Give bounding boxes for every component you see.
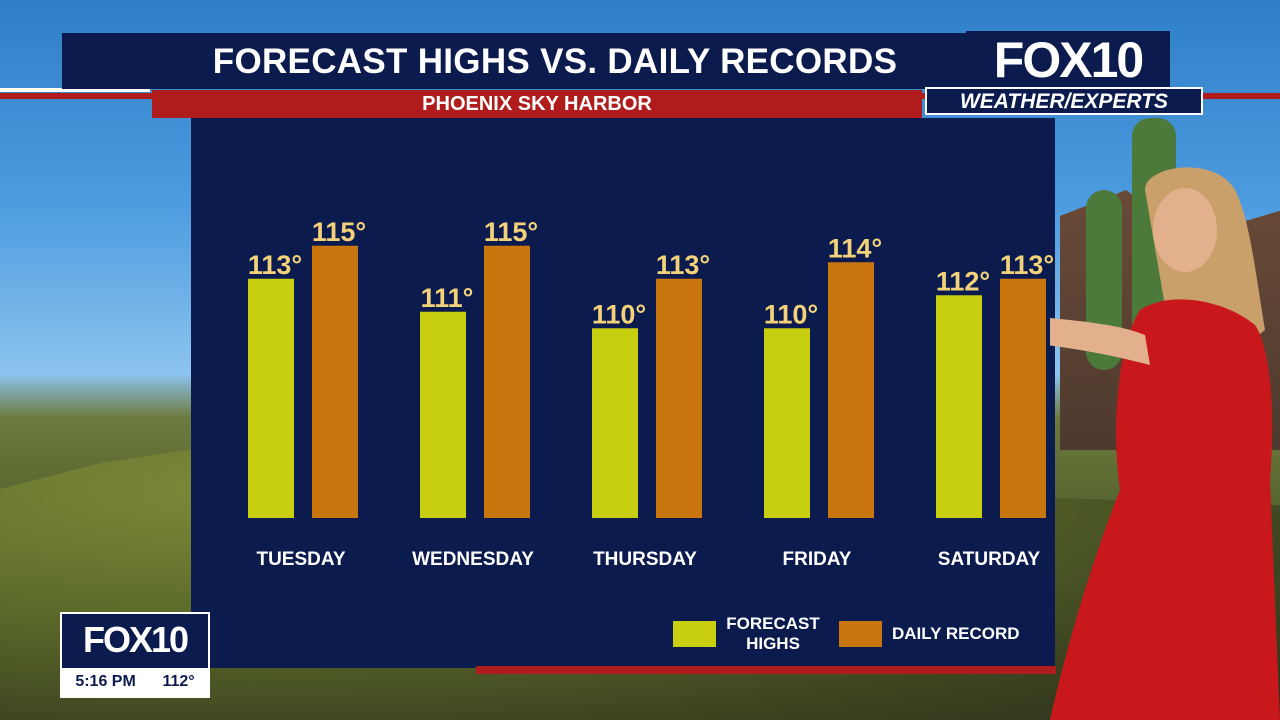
legend-forecast-swatch	[673, 621, 716, 647]
data-label-forecast-thursday: 110°	[592, 299, 646, 329]
bug-time: 5:16 PM	[75, 673, 136, 690]
header-accent-line	[0, 88, 150, 92]
chart-title: FORECAST HIGHS VS. DAILY RECORDS	[212, 42, 898, 81]
bug-logo: FOX10	[82, 619, 189, 660]
data-label-record-friday: 114°	[828, 233, 882, 263]
bar-forecast-wednesday	[420, 311, 466, 518]
bar-record-thursday	[656, 278, 702, 518]
legend-forecast: FORECAST HIGHS	[673, 614, 828, 654]
bar-forecast-thursday	[592, 328, 638, 518]
presenter	[1050, 167, 1280, 720]
legend-forecast-label: FORECAST HIGHS	[726, 614, 820, 653]
chart-subtitle: PHOENIX SKY HARBOR	[422, 93, 652, 115]
category-label-tuesday: TUESDAY	[256, 549, 345, 570]
weather-experts-badge: WEATHER/EXPERTS	[925, 87, 1203, 115]
data-label-forecast-tuesday: 113°	[248, 250, 302, 280]
bar-forecast-tuesday	[248, 278, 294, 518]
bar-record-wednesday	[484, 245, 530, 518]
data-label-forecast-wednesday: 111°	[421, 283, 474, 313]
data-label-forecast-saturday: 112°	[936, 266, 990, 296]
bar-forecast-saturday	[936, 295, 982, 518]
legend-record: DAILY RECORD	[839, 621, 1020, 647]
bar-chart: 113° 115° TUESDAY 111° 115° WEDNESDAY 110° 113°…	[248, 217, 1054, 570]
fox10-logo-text: FOX10	[993, 32, 1144, 88]
legend-record-swatch	[839, 621, 882, 647]
data-label-record-wednesday: 115°	[484, 217, 538, 247]
bug-info: 5:16 PM 112°	[62, 668, 208, 696]
data-label-record-thursday: 113°	[656, 250, 710, 280]
legend-record-label: DAILY RECORD	[892, 624, 1020, 643]
category-label-friday: FRIDAY	[783, 549, 852, 570]
chart-panel: 113° 115° TUESDAY 111° 115° WEDNESDAY 110° 113°…	[191, 118, 1055, 668]
category-label-thursday: THURSDAY	[593, 549, 697, 570]
bar-forecast-friday	[764, 328, 810, 518]
data-label-record-saturday: 113°	[1000, 250, 1054, 280]
fox10-logo: FOX10	[966, 31, 1170, 89]
data-label-record-tuesday: 115°	[312, 217, 366, 247]
subtitle-bar: PHOENIX SKY HARBOR	[152, 90, 922, 118]
station-bug: FOX10 5:16 PM 112°	[60, 612, 210, 698]
bar-record-saturday	[1000, 278, 1046, 518]
category-label-saturday: SATURDAY	[938, 549, 1041, 570]
bar-record-tuesday	[312, 245, 358, 518]
weather-experts-text: WEATHER/EXPERTS	[959, 90, 1169, 113]
category-label-wednesday: WEDNESDAY	[412, 549, 534, 570]
bar-record-friday	[828, 262, 874, 518]
title-bar: FORECAST HIGHS VS. DAILY RECORDS	[62, 33, 1062, 89]
bug-temp: 112°	[162, 673, 195, 690]
bottom-red-line	[476, 666, 1056, 674]
data-label-forecast-friday: 110°	[764, 299, 818, 329]
